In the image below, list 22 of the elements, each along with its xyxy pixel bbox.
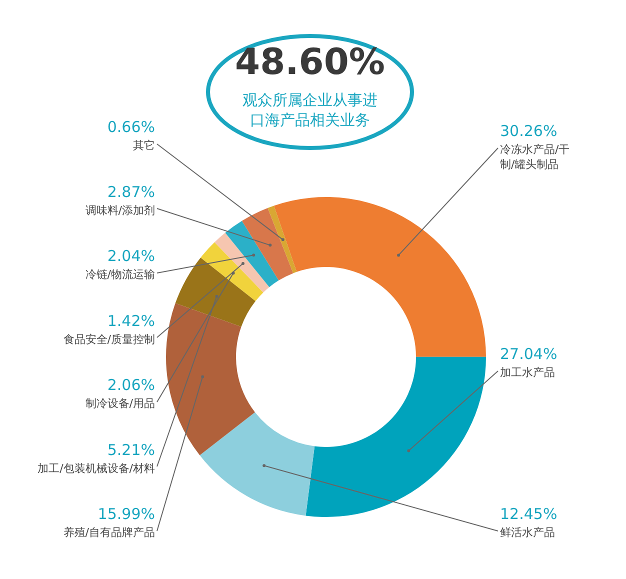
data-label: 15.99% xyxy=(96,505,155,523)
slice-label: 养殖/自有品牌产品 xyxy=(62,525,155,540)
data-label: 5.21% xyxy=(106,440,155,458)
slice-label: 加工/包装机械设备/材料 xyxy=(36,460,155,476)
slice-label: 制冷设备/用品 xyxy=(84,396,155,411)
data-label: 1.42% xyxy=(106,312,155,330)
slice-label: 食品安全/质量控制 xyxy=(62,332,155,346)
data-label: 2.06% xyxy=(106,376,155,394)
data-label: 12.45% xyxy=(500,505,558,523)
slice-label: 冷链/物流运输 xyxy=(84,267,155,282)
data-label: 30.26% xyxy=(500,122,558,140)
data-label: 2.87% xyxy=(106,182,155,200)
slice-label: 调味料/添加剂 xyxy=(84,202,155,218)
slice-label: 加工水产品 xyxy=(500,365,556,380)
data-label: 27.04% xyxy=(500,345,558,363)
data-label: 2.04% xyxy=(106,247,155,265)
chart-title: 48.60% xyxy=(234,42,386,83)
slice-label: 其它 xyxy=(132,138,155,153)
slice-label: 冷冻水产品/干制/罐头制品 xyxy=(500,142,571,172)
slice-label: 鲜活水产品 xyxy=(500,525,556,540)
data-label: 0.66% xyxy=(106,118,155,136)
chart-subtitle: 观众所属企业从事进口海产品相关业务 xyxy=(242,90,378,130)
